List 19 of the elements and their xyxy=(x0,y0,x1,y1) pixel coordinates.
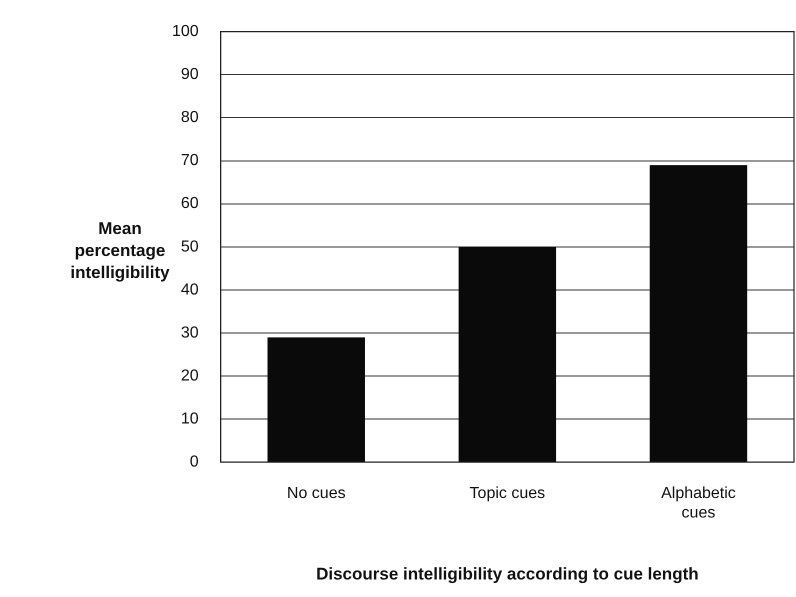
y-tick-label: 50 xyxy=(180,238,199,256)
y-tick-label: 10 xyxy=(180,410,199,428)
bar xyxy=(268,337,365,462)
y-axis-title: Mean percentage intelligibility xyxy=(70,219,170,282)
y-tick-label: 0 xyxy=(190,454,199,471)
x-tick-label: No cues xyxy=(286,485,346,502)
y-tick-label: 80 xyxy=(180,109,199,126)
x-tick-label: Topic cues xyxy=(470,485,546,502)
bar xyxy=(650,165,748,462)
y-tick-label: 20 xyxy=(180,367,199,384)
y-tick-label: 70 xyxy=(180,152,199,170)
y-tick-label: 60 xyxy=(180,195,199,212)
x-axis-title: Discourse intelligibility according to cue length xyxy=(316,564,699,584)
y-tick-label: 90 xyxy=(180,66,199,84)
bar xyxy=(458,246,556,462)
y-tick-label: 30 xyxy=(180,324,199,342)
y-tick-label: 40 xyxy=(180,281,199,298)
y-tick-label: 100 xyxy=(172,23,199,40)
x-tick-label: Alphabetic cues xyxy=(661,485,736,522)
